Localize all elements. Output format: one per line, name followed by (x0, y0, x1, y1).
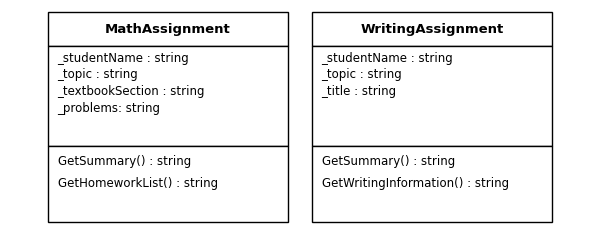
FancyBboxPatch shape (312, 12, 552, 47)
FancyBboxPatch shape (48, 12, 288, 47)
Text: _studentName : string: _studentName : string (322, 52, 454, 65)
Text: GetSummary() : string: GetSummary() : string (322, 155, 455, 168)
Text: WritingAssignment: WritingAssignment (361, 22, 503, 36)
Text: _title : string: _title : string (322, 85, 397, 98)
Text: _studentName : string: _studentName : string (58, 52, 190, 65)
FancyBboxPatch shape (312, 146, 552, 222)
Text: _textbookSection : string: _textbookSection : string (58, 85, 205, 98)
FancyBboxPatch shape (312, 47, 552, 146)
FancyBboxPatch shape (48, 146, 288, 222)
FancyBboxPatch shape (48, 47, 288, 146)
Text: _topic : string: _topic : string (322, 68, 403, 81)
Text: GetSummary() : string: GetSummary() : string (58, 155, 191, 168)
Text: _topic : string: _topic : string (58, 68, 139, 81)
Text: GetHomeworkList() : string: GetHomeworkList() : string (58, 177, 218, 190)
Text: MathAssignment: MathAssignment (105, 22, 231, 36)
Text: GetWritingInformation() : string: GetWritingInformation() : string (322, 177, 509, 190)
Text: _problems: string: _problems: string (58, 102, 161, 115)
